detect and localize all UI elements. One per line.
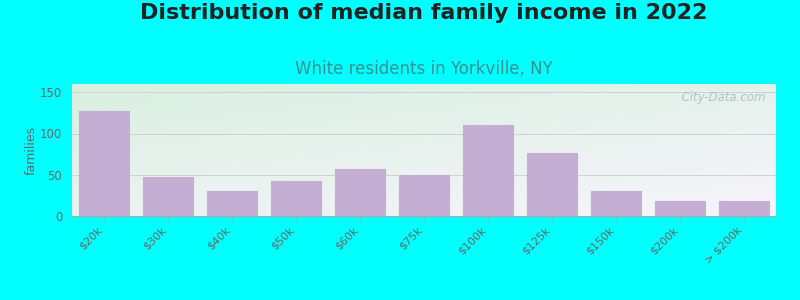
Bar [719,201,769,216]
Text: Distribution of median family income in 2022: Distribution of median family income in … [140,3,708,23]
Bar [591,191,641,216]
Bar [463,125,513,216]
Bar [207,191,257,216]
Bar [655,201,705,216]
Y-axis label: families: families [24,125,38,175]
Bar [527,153,577,216]
Bar [143,177,193,216]
Text: City-Data.com: City-Data.com [674,91,766,103]
Bar [271,181,321,216]
Bar [399,175,449,216]
Text: White residents in Yorkville, NY: White residents in Yorkville, NY [295,60,553,78]
Bar [335,169,385,216]
Bar [79,111,129,216]
